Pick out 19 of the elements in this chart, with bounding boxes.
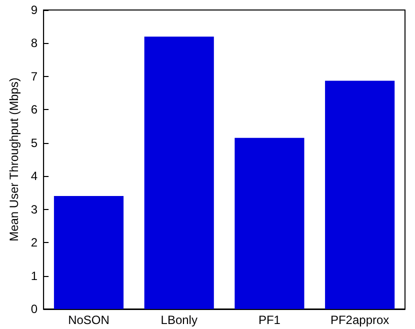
x-tick-label: PF2approx <box>330 313 390 327</box>
bar <box>144 36 214 309</box>
y-tick-label: 4 <box>30 169 38 184</box>
y-tick-label: 1 <box>30 268 38 283</box>
y-tick-label: 5 <box>30 136 38 150</box>
y-tick-label: 6 <box>30 102 38 117</box>
y-axis-title: Mean User Throughput (Mbps) <box>7 78 21 242</box>
x-tick-label: NoSON <box>68 313 110 327</box>
y-tick-label: 0 <box>30 302 38 316</box>
y-tick-label: 9 <box>30 3 38 17</box>
bar <box>54 196 124 309</box>
x-tick-label: LBonly <box>160 313 198 327</box>
x-tick-label: PF1 <box>258 313 281 327</box>
bar <box>325 80 395 309</box>
y-tick-label: 8 <box>30 36 38 50</box>
y-tick-label: 7 <box>30 69 38 84</box>
bar <box>234 138 304 309</box>
y-tick-label: 2 <box>30 236 38 250</box>
y-tick-label: 3 <box>30 202 38 216</box>
